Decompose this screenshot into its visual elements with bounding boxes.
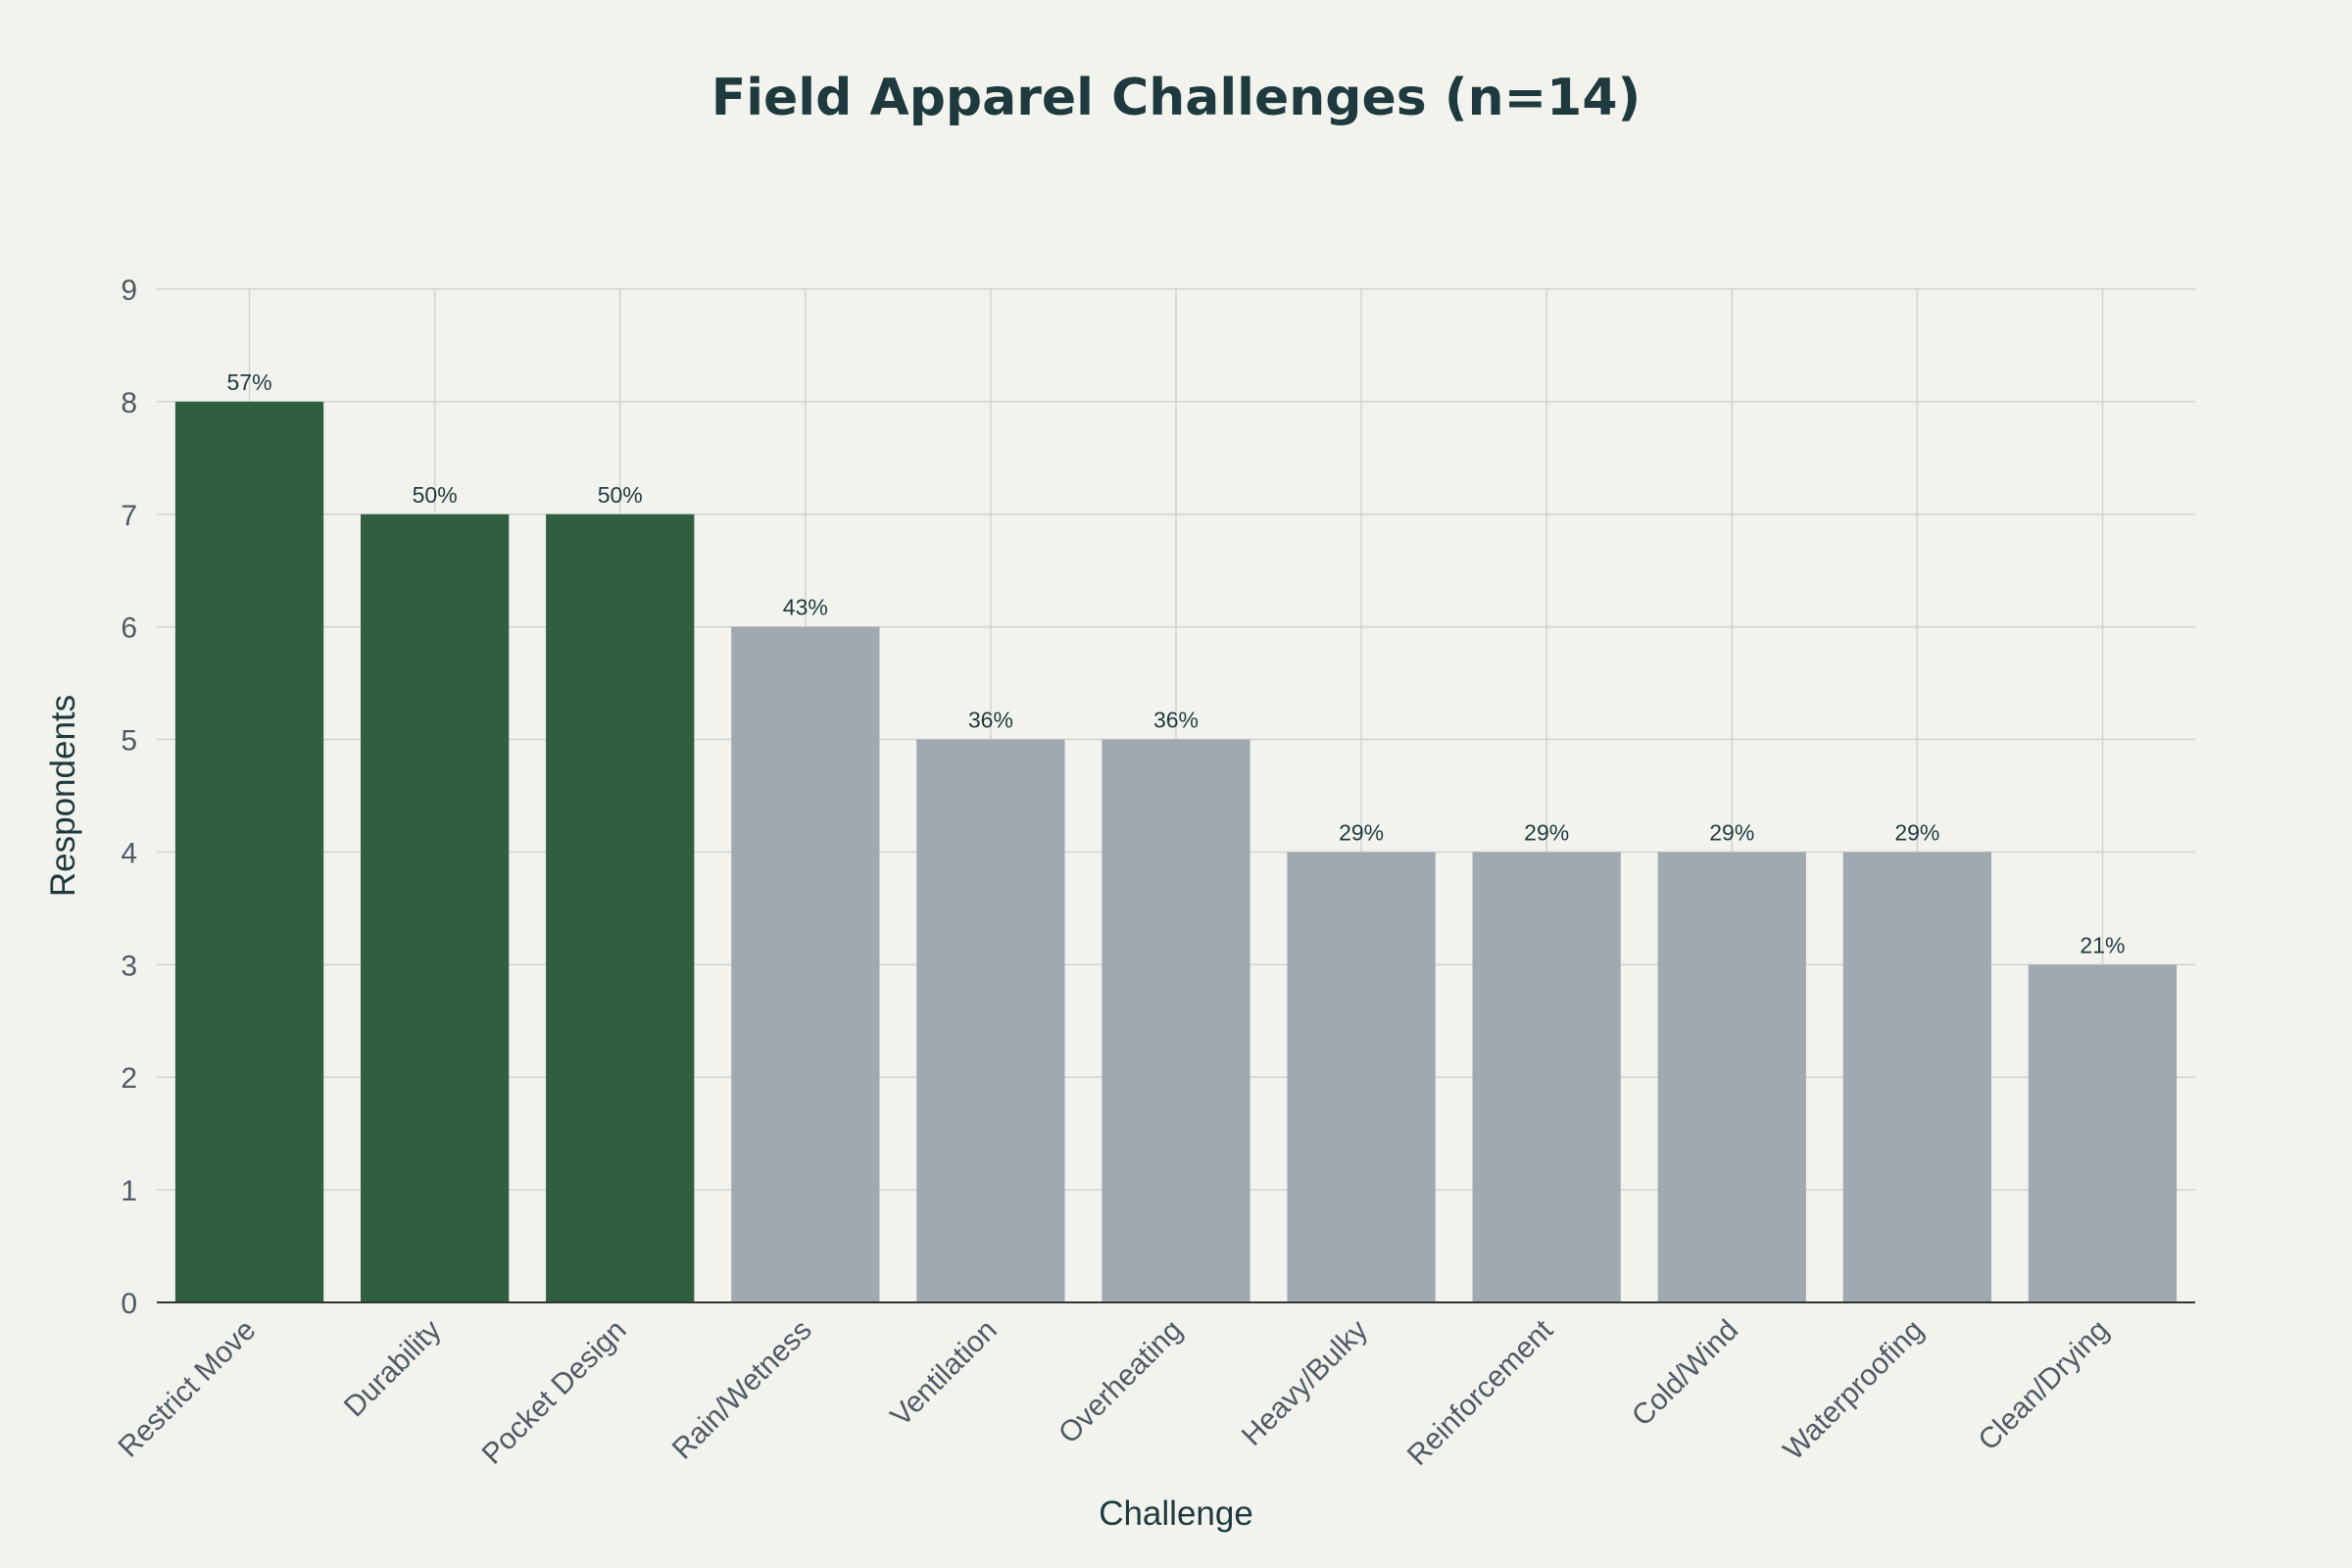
bar-value-label: 29%: [1524, 819, 1569, 845]
bar: [1657, 852, 1806, 1302]
y-tick-label: 4: [121, 837, 137, 869]
x-tick-label: Cold/Wind: [1626, 1314, 1744, 1433]
bar-value-label: 29%: [1894, 819, 1939, 845]
bar: [1287, 852, 1436, 1302]
y-tick-label: 7: [121, 500, 137, 532]
bar-value-label: 36%: [1153, 708, 1199, 733]
bar-value-label: 43%: [783, 595, 828, 620]
bar: [2028, 964, 2178, 1302]
bar-value-label: 29%: [1709, 819, 1754, 845]
x-axis-title: Challenge: [1099, 1494, 1253, 1533]
x-tick-label: Waterproofing: [1778, 1314, 1931, 1467]
bar: [174, 401, 324, 1302]
x-axis-ticks: Restrict Move Durability Pocket Design Rain…: [112, 1313, 2115, 1472]
bar-value-label: 36%: [968, 708, 1013, 733]
y-tick-label: 8: [121, 387, 137, 419]
bars: [174, 401, 2178, 1302]
bar-value-label: 21%: [2080, 932, 2125, 957]
bar: [1102, 739, 1250, 1302]
bar: [361, 514, 510, 1302]
x-tick-label: Rain/Wetness: [666, 1314, 818, 1466]
x-tick-label: Overheating: [1053, 1314, 1189, 1450]
bar-value-label: 50%: [598, 482, 643, 508]
chart-title: Field Apparel Challenges (n=14): [711, 69, 1642, 127]
y-tick-label: 2: [121, 1062, 137, 1095]
y-tick-label: 0: [121, 1288, 137, 1320]
y-axis-ticks: 0 1 2 3 4 5 6 7 8 9: [121, 274, 137, 1320]
x-tick-label: Heavy/Bulky: [1236, 1314, 1374, 1452]
y-tick-label: 3: [121, 950, 137, 982]
x-tick-label: Reinforcement: [1401, 1313, 1560, 1472]
x-tick-label: Pocket Design: [476, 1314, 633, 1471]
x-tick-label: Clean/Drying: [1972, 1314, 2115, 1457]
bar: [546, 514, 695, 1302]
bar: [731, 626, 880, 1302]
y-tick-label: 6: [121, 612, 137, 645]
x-tick-label: Restrict Move: [112, 1314, 262, 1464]
bar-value-label: 50%: [413, 482, 458, 508]
y-tick-label: 1: [121, 1175, 137, 1207]
x-tick-label: Durability: [338, 1314, 448, 1424]
bar: [1472, 852, 1621, 1302]
bar-value-label: 57%: [227, 369, 272, 395]
bar: [1842, 852, 1991, 1302]
y-tick-label: 5: [121, 725, 137, 758]
y-tick-label: 9: [121, 274, 137, 307]
y-axis-title: Respondents: [44, 695, 82, 897]
bar-value-label: 29%: [1339, 819, 1384, 845]
bar: [916, 739, 1065, 1302]
x-tick-label: Ventilation: [885, 1314, 1004, 1433]
bar-value-labels: 57% 50% 50% 43% 36% 36% 29% 29% 29% 29% 21%: [227, 369, 2126, 957]
